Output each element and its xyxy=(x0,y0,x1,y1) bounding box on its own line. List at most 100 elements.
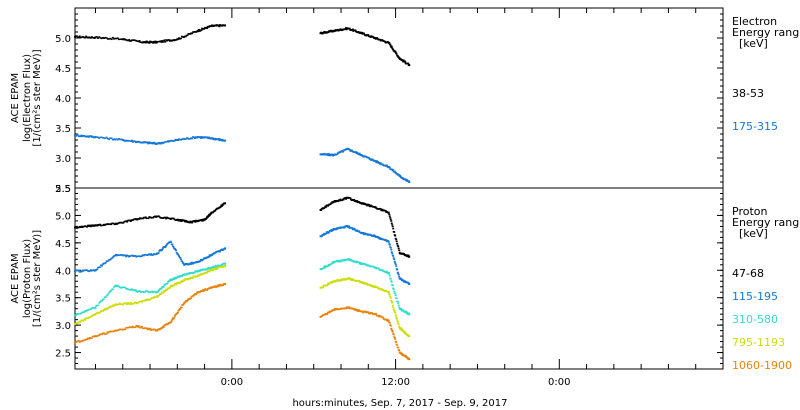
trace-dot xyxy=(140,300,143,302)
trace-dot xyxy=(214,138,217,141)
trace-dot xyxy=(378,162,381,164)
trace-dot xyxy=(349,197,352,199)
trace-dot xyxy=(160,293,163,295)
trace-dot xyxy=(398,306,401,308)
trace-dot xyxy=(201,137,204,139)
trace-dot xyxy=(341,199,344,201)
trace-dot xyxy=(74,314,77,317)
trace-dot xyxy=(168,40,171,42)
trace-dot xyxy=(77,321,80,324)
trace-dot xyxy=(336,260,339,263)
trace-dot xyxy=(394,338,397,340)
trace-dot xyxy=(400,308,403,310)
trace-dot xyxy=(320,209,323,211)
trace-dot xyxy=(74,322,77,325)
trace-dot xyxy=(333,199,336,202)
x-axis-label: hours:minutes, Sep. 7, 2017 - Sep. 9, 20… xyxy=(292,398,507,409)
trace-dot xyxy=(128,303,131,306)
trace-dot xyxy=(103,224,106,226)
trace-dot xyxy=(377,315,380,318)
trace-dot xyxy=(176,311,179,314)
trace-dot xyxy=(340,279,343,282)
trace-dot xyxy=(397,272,400,275)
trace-dot xyxy=(89,308,92,310)
trace-dot xyxy=(106,137,109,140)
trace-dot xyxy=(329,154,332,157)
legend-title: [keV] xyxy=(739,227,768,240)
trace-dot xyxy=(351,150,354,152)
trace-dot xyxy=(395,52,398,55)
trace-dot xyxy=(393,170,396,173)
trace-dot xyxy=(154,216,157,218)
trace-dot xyxy=(370,159,373,161)
trace-dot xyxy=(79,226,82,229)
trace-dot xyxy=(122,221,125,224)
trace-dot xyxy=(387,211,390,214)
trace-dot xyxy=(173,277,176,280)
trace-dot xyxy=(356,200,359,202)
trace-dot xyxy=(214,264,217,267)
trace-dot xyxy=(103,137,106,139)
trace-dot xyxy=(397,304,400,306)
trace-dot xyxy=(144,216,147,218)
trace-dot xyxy=(170,241,173,244)
trace-dot xyxy=(384,271,387,274)
trace-dot xyxy=(154,253,157,256)
y-tick-label: 5.5 xyxy=(55,184,71,195)
trace-dot xyxy=(355,309,358,312)
trace-dot xyxy=(178,37,181,39)
trace-dot xyxy=(351,28,354,31)
trace-dot xyxy=(359,281,362,284)
trace-dot xyxy=(397,323,400,326)
trace-dot xyxy=(398,326,401,328)
trace-dot xyxy=(398,57,401,59)
y-axis-label: [1/(cm²s ster MeV)] xyxy=(32,49,43,146)
trace-dot xyxy=(93,37,96,39)
trace-dot xyxy=(406,179,409,182)
trace-dot xyxy=(103,308,106,310)
trace-dot xyxy=(159,40,162,42)
trace-dot xyxy=(400,328,403,330)
y-tick-label: 4.0 xyxy=(55,266,71,277)
trace-dot xyxy=(329,311,332,313)
trace-dot xyxy=(101,137,104,139)
trace-dot xyxy=(397,322,400,324)
y-tick-label: 3.0 xyxy=(55,321,71,332)
trace-dot xyxy=(407,282,410,285)
trace-dot xyxy=(145,327,148,330)
trace-dot xyxy=(168,280,171,283)
trace-dot xyxy=(351,259,354,262)
trace-dot xyxy=(390,280,393,282)
trace-dot xyxy=(346,197,349,199)
trace-dot xyxy=(209,286,212,289)
trace-dot xyxy=(178,282,181,284)
trace-dot xyxy=(114,37,117,40)
trace-dot xyxy=(95,36,98,38)
trace-dot xyxy=(346,277,349,280)
trace-dot xyxy=(176,253,179,255)
trace-dot xyxy=(344,259,347,262)
y-axis-label: log(Proton Flux) xyxy=(22,239,33,318)
legend-title: Electron xyxy=(732,15,777,28)
trace-dot xyxy=(162,326,165,328)
trace-dot xyxy=(351,278,354,280)
trace-dot xyxy=(148,42,151,44)
trace-dot xyxy=(369,283,372,286)
trace-dot xyxy=(356,229,359,231)
trace-dot xyxy=(348,306,351,308)
trace-dot xyxy=(361,310,364,313)
trace-dot xyxy=(355,230,358,232)
trace-dot xyxy=(134,326,137,328)
trace-dot xyxy=(184,301,187,303)
trace-dot xyxy=(373,36,376,39)
trace-dot xyxy=(362,32,365,35)
trace-dot xyxy=(369,36,372,38)
trace-dot xyxy=(332,262,335,264)
data-point xyxy=(135,290,138,293)
trace-dot xyxy=(183,219,186,222)
trace-dot xyxy=(209,267,212,270)
trace-dot xyxy=(321,208,324,210)
trace-dot xyxy=(407,63,410,65)
trace-dot xyxy=(391,304,394,307)
trace-dot xyxy=(151,142,154,145)
